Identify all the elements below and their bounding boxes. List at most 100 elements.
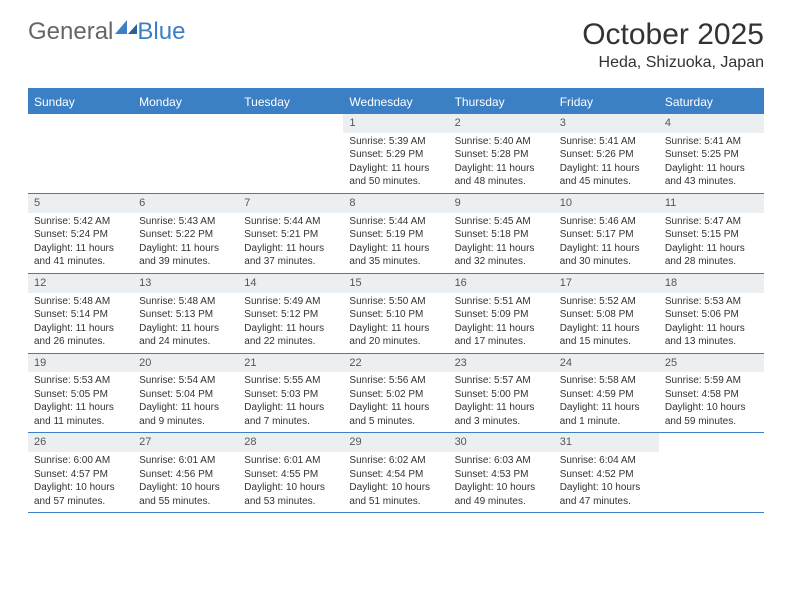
day-cell: 12Sunrise: 5:48 AMSunset: 5:14 PMDayligh… <box>28 274 133 353</box>
daylight-text: and 53 minutes. <box>244 495 337 509</box>
day-number: 7 <box>238 194 343 213</box>
weekday-header: Wednesday <box>343 90 448 114</box>
day-details: Sunrise: 5:49 AMSunset: 5:12 PMDaylight:… <box>238 293 343 353</box>
daylight-text: Daylight: 11 hours <box>349 242 442 256</box>
day-number: 8 <box>343 194 448 213</box>
day-details: Sunrise: 5:41 AMSunset: 5:25 PMDaylight:… <box>659 133 764 193</box>
day-cell-empty <box>238 114 343 193</box>
sunrise-text: Sunrise: 5:53 AM <box>665 295 758 309</box>
day-cell: 26Sunrise: 6:00 AMSunset: 4:57 PMDayligh… <box>28 433 133 512</box>
day-cell: 23Sunrise: 5:57 AMSunset: 5:00 PMDayligh… <box>449 354 554 433</box>
day-number: 23 <box>449 354 554 373</box>
sunrise-text: Sunrise: 6:02 AM <box>349 454 442 468</box>
sunset-text: Sunset: 5:25 PM <box>665 148 758 162</box>
day-details: Sunrise: 5:45 AMSunset: 5:18 PMDaylight:… <box>449 213 554 273</box>
daylight-text: Daylight: 10 hours <box>139 481 232 495</box>
day-number: 4 <box>659 114 764 133</box>
day-number: 3 <box>554 114 659 133</box>
day-cell: 31Sunrise: 6:04 AMSunset: 4:52 PMDayligh… <box>554 433 659 512</box>
day-cell: 4Sunrise: 5:41 AMSunset: 5:25 PMDaylight… <box>659 114 764 193</box>
daylight-text: Daylight: 11 hours <box>560 162 653 176</box>
sunset-text: Sunset: 4:55 PM <box>244 468 337 482</box>
day-cell: 17Sunrise: 5:52 AMSunset: 5:08 PMDayligh… <box>554 274 659 353</box>
daylight-text: Daylight: 10 hours <box>244 481 337 495</box>
day-details: Sunrise: 5:44 AMSunset: 5:21 PMDaylight:… <box>238 213 343 273</box>
sunset-text: Sunset: 5:04 PM <box>139 388 232 402</box>
day-number: 27 <box>133 433 238 452</box>
day-cell-empty <box>28 114 133 193</box>
sunrise-text: Sunrise: 5:54 AM <box>139 374 232 388</box>
sunset-text: Sunset: 5:26 PM <box>560 148 653 162</box>
sunrise-text: Sunrise: 5:45 AM <box>455 215 548 229</box>
daylight-text: and 55 minutes. <box>139 495 232 509</box>
daylight-text: and 11 minutes. <box>34 415 127 429</box>
location: Heda, Shizuoka, Japan <box>582 54 764 72</box>
day-cell: 28Sunrise: 6:01 AMSunset: 4:55 PMDayligh… <box>238 433 343 512</box>
daylight-text: Daylight: 11 hours <box>244 401 337 415</box>
day-number: 9 <box>449 194 554 213</box>
day-details: Sunrise: 5:56 AMSunset: 5:02 PMDaylight:… <box>343 372 448 432</box>
sunset-text: Sunset: 4:52 PM <box>560 468 653 482</box>
sunset-text: Sunset: 5:28 PM <box>455 148 548 162</box>
daylight-text: and 9 minutes. <box>139 415 232 429</box>
daylight-text: and 32 minutes. <box>455 255 548 269</box>
sunset-text: Sunset: 4:56 PM <box>139 468 232 482</box>
day-cell: 20Sunrise: 5:54 AMSunset: 5:04 PMDayligh… <box>133 354 238 433</box>
sunset-text: Sunset: 5:02 PM <box>349 388 442 402</box>
sunrise-text: Sunrise: 5:56 AM <box>349 374 442 388</box>
day-details: Sunrise: 5:48 AMSunset: 5:14 PMDaylight:… <box>28 293 133 353</box>
weekday-header: Saturday <box>659 90 764 114</box>
sunrise-text: Sunrise: 5:51 AM <box>455 295 548 309</box>
daylight-text: Daylight: 11 hours <box>139 322 232 336</box>
day-details: Sunrise: 5:39 AMSunset: 5:29 PMDaylight:… <box>343 133 448 193</box>
daylight-text: and 35 minutes. <box>349 255 442 269</box>
day-details: Sunrise: 5:54 AMSunset: 5:04 PMDaylight:… <box>133 372 238 432</box>
sunrise-text: Sunrise: 6:04 AM <box>560 454 653 468</box>
sunrise-text: Sunrise: 5:44 AM <box>349 215 442 229</box>
sunset-text: Sunset: 4:57 PM <box>34 468 127 482</box>
sunrise-text: Sunrise: 5:59 AM <box>665 374 758 388</box>
daylight-text: Daylight: 11 hours <box>34 242 127 256</box>
weekday-header: Friday <box>554 90 659 114</box>
sunrise-text: Sunrise: 5:47 AM <box>665 215 758 229</box>
daylight-text: and 51 minutes. <box>349 495 442 509</box>
daylight-text: Daylight: 11 hours <box>665 322 758 336</box>
weekday-header-row: SundayMondayTuesdayWednesdayThursdayFrid… <box>28 90 764 114</box>
sunset-text: Sunset: 5:03 PM <box>244 388 337 402</box>
daylight-text: Daylight: 11 hours <box>139 242 232 256</box>
day-cell: 16Sunrise: 5:51 AMSunset: 5:09 PMDayligh… <box>449 274 554 353</box>
daylight-text: and 3 minutes. <box>455 415 548 429</box>
day-number: 5 <box>28 194 133 213</box>
day-cell-empty <box>133 114 238 193</box>
daylight-text: Daylight: 10 hours <box>455 481 548 495</box>
daylight-text: and 20 minutes. <box>349 335 442 349</box>
day-cell: 2Sunrise: 5:40 AMSunset: 5:28 PMDaylight… <box>449 114 554 193</box>
weekday-header: Sunday <box>28 90 133 114</box>
sunrise-text: Sunrise: 5:44 AM <box>244 215 337 229</box>
daylight-text: Daylight: 11 hours <box>560 401 653 415</box>
day-cell: 24Sunrise: 5:58 AMSunset: 4:59 PMDayligh… <box>554 354 659 433</box>
sunset-text: Sunset: 5:18 PM <box>455 228 548 242</box>
sunset-text: Sunset: 5:06 PM <box>665 308 758 322</box>
day-cell: 25Sunrise: 5:59 AMSunset: 4:58 PMDayligh… <box>659 354 764 433</box>
sunrise-text: Sunrise: 5:58 AM <box>560 374 653 388</box>
day-number: 22 <box>343 354 448 373</box>
daylight-text: and 59 minutes. <box>665 415 758 429</box>
day-cell: 19Sunrise: 5:53 AMSunset: 5:05 PMDayligh… <box>28 354 133 433</box>
daylight-text: and 5 minutes. <box>349 415 442 429</box>
title-block: October 2025 Heda, Shizuoka, Japan <box>582 18 764 72</box>
day-details: Sunrise: 6:01 AMSunset: 4:55 PMDaylight:… <box>238 452 343 512</box>
sunrise-text: Sunrise: 5:49 AM <box>244 295 337 309</box>
day-number: 19 <box>28 354 133 373</box>
daylight-text: and 28 minutes. <box>665 255 758 269</box>
daylight-text: and 17 minutes. <box>455 335 548 349</box>
daylight-text: Daylight: 11 hours <box>455 242 548 256</box>
sunrise-text: Sunrise: 5:50 AM <box>349 295 442 309</box>
day-details: Sunrise: 5:52 AMSunset: 5:08 PMDaylight:… <box>554 293 659 353</box>
daylight-text: and 30 minutes. <box>560 255 653 269</box>
daylight-text: Daylight: 11 hours <box>244 242 337 256</box>
daylight-text: Daylight: 11 hours <box>665 162 758 176</box>
daylight-text: Daylight: 11 hours <box>455 322 548 336</box>
day-cell: 8Sunrise: 5:44 AMSunset: 5:19 PMDaylight… <box>343 194 448 273</box>
daylight-text: Daylight: 10 hours <box>349 481 442 495</box>
